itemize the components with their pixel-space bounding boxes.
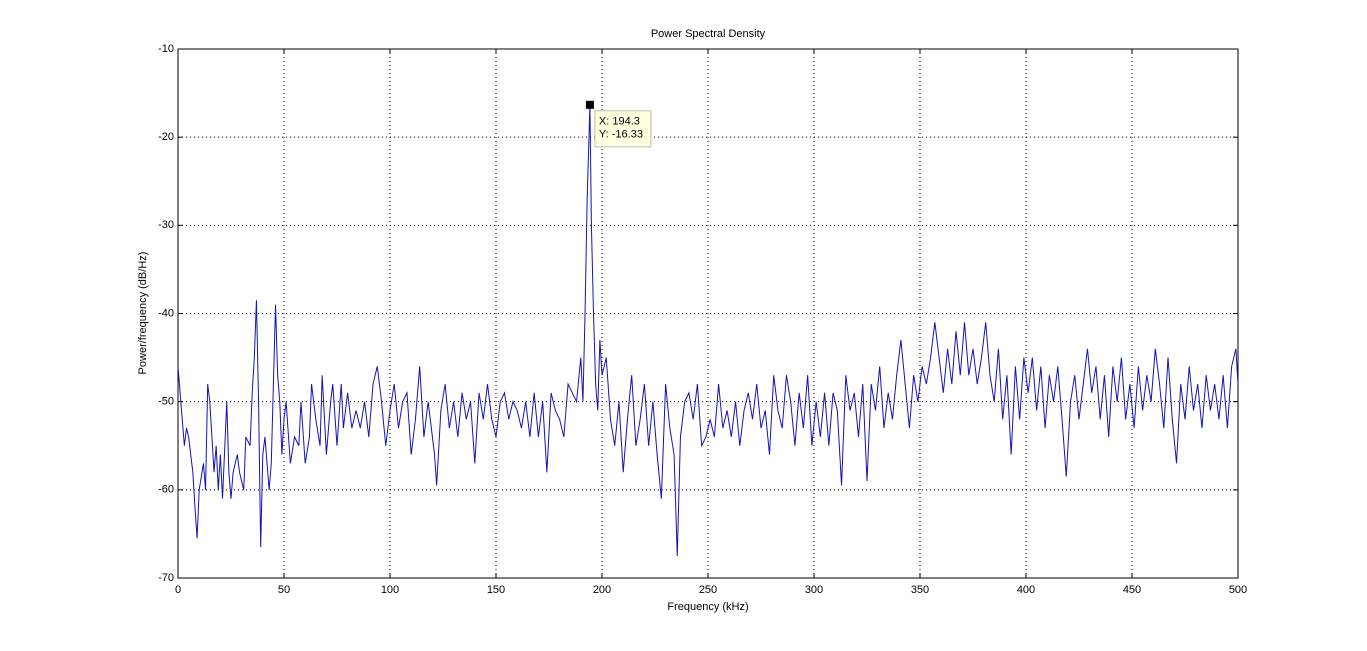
x-tick-label: 400 <box>1017 584 1035 596</box>
datatip-marker <box>585 100 594 109</box>
x-tick-label: 500 <box>1229 584 1247 596</box>
y-tick-label: -50 <box>158 396 174 408</box>
x-tick-label: 300 <box>805 584 823 596</box>
y-tick-label: -70 <box>158 572 174 584</box>
y-axis-label: Power/frequency (dB/Hz) <box>137 252 149 375</box>
x-axis-label: Frequency (kHz) <box>667 601 748 613</box>
datatip-label: X: 194.3 <box>599 116 640 128</box>
y-tick-label: -60 <box>158 484 174 496</box>
x-tick-label: 350 <box>911 584 929 596</box>
datatip-label: Y: -16.33 <box>599 129 643 141</box>
y-tick-label: -30 <box>158 219 174 231</box>
x-tick-label: 0 <box>175 584 181 596</box>
x-tick-label: 200 <box>593 584 611 596</box>
chart-title: Power Spectral Density <box>651 28 766 40</box>
y-tick-label: -20 <box>158 131 174 143</box>
plot-frame <box>177 48 1239 579</box>
x-tick-label: 450 <box>1123 584 1141 596</box>
data-line <box>177 104 1239 556</box>
x-tick-label: 50 <box>278 584 290 596</box>
x-tick-label: 150 <box>487 584 505 596</box>
y-tick-label: -10 <box>158 43 174 55</box>
y-tick-label: -40 <box>158 307 174 319</box>
x-tick-label: 100 <box>381 584 399 596</box>
x-tick-label: 250 <box>699 584 717 596</box>
datatip-box <box>594 110 652 148</box>
